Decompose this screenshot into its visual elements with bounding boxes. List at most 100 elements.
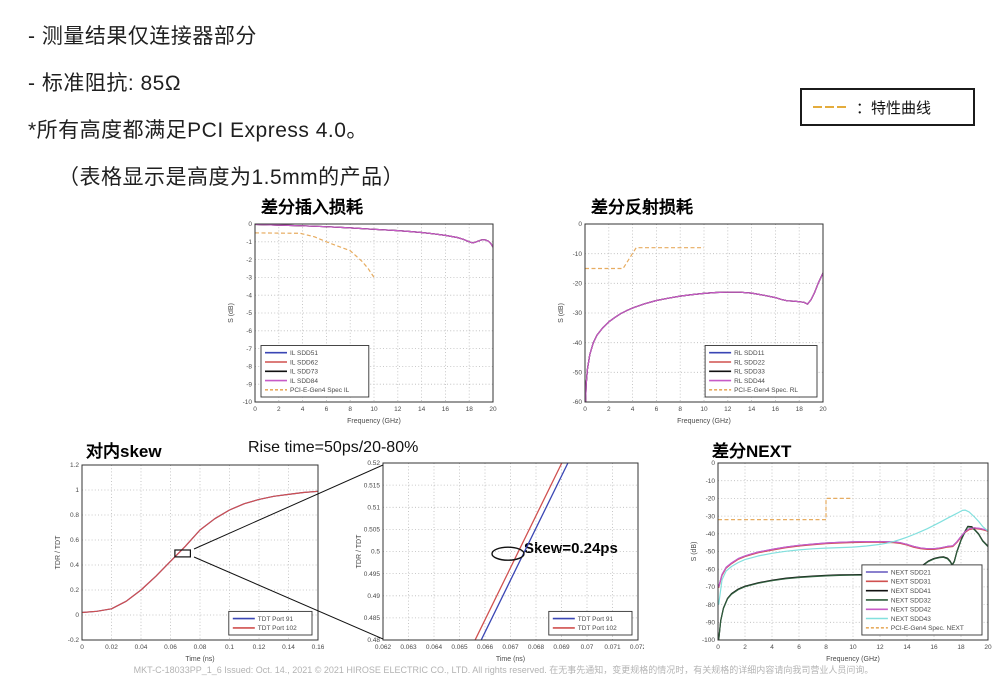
svg-text:RL SDD22: RL SDD22 (734, 359, 765, 366)
svg-text:-0.2: -0.2 (68, 637, 80, 644)
y-axis-label: S (dB) (691, 542, 698, 562)
svg-text:2: 2 (607, 406, 611, 413)
svg-text:-6: -6 (246, 328, 252, 335)
svg-text:0.07: 0.07 (581, 644, 594, 651)
svg-text:-1: -1 (246, 239, 252, 246)
series-next-sdd43 (718, 509, 989, 605)
svg-text:RL SDD33: RL SDD33 (734, 369, 765, 376)
svg-text:TDT Port 102: TDT Port 102 (578, 625, 617, 632)
svg-text:20: 20 (819, 406, 827, 413)
svg-text:8: 8 (824, 644, 828, 651)
svg-text:0.495: 0.495 (364, 571, 381, 578)
svg-text:-30: -30 (706, 513, 716, 520)
svg-text:IL SDD51: IL SDD51 (290, 350, 318, 357)
svg-text:0.04: 0.04 (135, 644, 148, 651)
svg-text:RL SDD44: RL SDD44 (734, 378, 765, 385)
svg-text:-10: -10 (243, 399, 253, 406)
axis-tick-labels: 0 0.02 0.04 0.06 0.08 0.1 0.12 0.14 0.16-0.200.2… (68, 462, 324, 651)
series-pci-e-gen4-spec-next (718, 497, 853, 521)
svg-text:0.066: 0.066 (477, 644, 494, 651)
svg-text:18: 18 (466, 406, 474, 413)
series-il-sdd84 (254, 223, 494, 248)
svg-text:-7: -7 (246, 346, 252, 353)
svg-text:-4: -4 (246, 292, 252, 299)
note-table-height: （表格显示是高度为1.5mm的产品） (58, 166, 405, 189)
chart-title-next: 差分NEXT (712, 442, 792, 461)
svg-text:14: 14 (418, 406, 426, 413)
svg-text:0.2: 0.2 (70, 587, 79, 594)
chart-legend: IL SDD51 IL SDD62 IL SDD73 IL SDD84 PCI-E-Ge… (260, 345, 370, 398)
svg-text:PCI-E-Gen4 Spec. NEXT: PCI-E-Gen4 Spec. NEXT (891, 625, 964, 632)
svg-text:-5: -5 (246, 310, 252, 317)
svg-text:-10: -10 (706, 478, 716, 485)
svg-text:14: 14 (748, 406, 756, 413)
svg-text:0.068: 0.068 (528, 644, 545, 651)
note-impedance: - 标准阻抗: 85Ω (28, 72, 182, 95)
series-rl-sdd44 (585, 272, 824, 403)
axis-tick-labels: 0 2 4 6 8 10 12 14 16 18 20 0 -10 -20 -30 -40 -50 -60 (573, 221, 827, 413)
svg-text:-2: -2 (246, 257, 252, 264)
svg-text:10: 10 (370, 406, 378, 413)
svg-text:-9: -9 (246, 381, 252, 388)
svg-text:0.072: 0.072 (630, 644, 644, 651)
note-pcie-compliance: *所有高度都满足PCI Express 4.0。 (28, 119, 368, 142)
svg-text:0.14: 0.14 (282, 644, 295, 651)
svg-text:2: 2 (277, 406, 281, 413)
svg-text:6: 6 (325, 406, 329, 413)
svg-text:NEXT SDD31: NEXT SDD31 (891, 579, 931, 586)
svg-text:0: 0 (80, 644, 84, 651)
svg-text:-50: -50 (706, 549, 716, 556)
svg-text:PCI-E-Gen4 Spec. RL: PCI-E-Gen4 Spec. RL (734, 387, 798, 394)
svg-text:0.071: 0.071 (604, 644, 621, 651)
dashed-line-icon (813, 105, 849, 109)
svg-text:4: 4 (301, 406, 305, 413)
svg-text:NEXT SDD41: NEXT SDD41 (891, 588, 931, 595)
svg-text:IL SDD62: IL SDD62 (290, 359, 318, 366)
svg-text:RL SDD11: RL SDD11 (734, 350, 765, 357)
axis-tick-labels: 0 2 4 6 8 10 12 14 16 18 20 0 -1 -2 -3 -4 -5 -6 -7 -8 -9 -10 (243, 221, 497, 413)
svg-text:NEXT SDD32: NEXT SDD32 (891, 597, 931, 604)
svg-text:-3: -3 (246, 275, 252, 282)
svg-text:-30: -30 (573, 310, 583, 317)
svg-text:1.2: 1.2 (70, 462, 79, 469)
x-axis-label: Frequency (GHz) (347, 418, 401, 425)
series-tdt-port-102 (474, 462, 563, 641)
note-measurement-scope: - 测量结果仅连接器部分 (28, 25, 257, 48)
svg-text:0.08: 0.08 (194, 644, 207, 651)
chart-legend: RL SDD11 RL SDD22 RL SDD33 RL SDD44 PCI-E-Ge… (704, 345, 818, 398)
axis-tick-labels: 0 2 4 6 8 10 12 14 16 18 20 0 -10 -20 -30 -40 -50 -60 -70 -… (702, 460, 992, 651)
svg-text:-80: -80 (706, 602, 716, 609)
svg-text:0: 0 (716, 644, 720, 651)
svg-text:TDT Port 91: TDT Port 91 (578, 616, 614, 623)
series-pci-e-gen4-spec-rl (585, 247, 704, 270)
plot-border (584, 223, 824, 403)
svg-text:0.52: 0.52 (367, 460, 380, 467)
svg-text:18: 18 (957, 644, 965, 651)
svg-text:0.067: 0.067 (502, 644, 519, 651)
svg-text:-40: -40 (706, 531, 716, 538)
svg-text:18: 18 (796, 406, 804, 413)
x-axis-label: Time (ns) (496, 656, 525, 663)
svg-text:0: 0 (75, 612, 79, 619)
svg-text:10: 10 (849, 644, 857, 651)
svg-text:-20: -20 (573, 281, 583, 288)
svg-text:-20: -20 (706, 496, 716, 503)
svg-text:-50: -50 (573, 370, 583, 377)
svg-text:0.49: 0.49 (367, 593, 380, 600)
svg-text:IL SDD84: IL SDD84 (290, 378, 318, 385)
plot-border (382, 462, 639, 641)
svg-text:6: 6 (655, 406, 659, 413)
svg-text:NEXT SDD21: NEXT SDD21 (891, 569, 931, 576)
svg-text:0.064: 0.064 (426, 644, 443, 651)
chart-legend: NEXT SDD21 NEXT SDD31 NEXT SDD41 NEXT SDD32… (861, 564, 983, 636)
svg-text:0.12: 0.12 (253, 644, 266, 651)
svg-text:0.06: 0.06 (164, 644, 177, 651)
insertion-loss-chart: 0 2 4 6 8 10 12 14 16 18 20 0 -1 -2 -3 -4 -5 -6 -7 -8 -9 -10 F… (228, 221, 497, 425)
svg-text:-8: -8 (246, 364, 252, 371)
plot-border (717, 462, 989, 641)
svg-text:IL SDD73: IL SDD73 (290, 369, 318, 376)
next-chart: 0 2 4 6 8 10 12 14 16 18 20 0 -10 -20 -30 -40 -50 -60 -70 -… (691, 460, 992, 663)
svg-text:0.5: 0.5 (371, 549, 380, 556)
svg-text:-60: -60 (706, 566, 716, 573)
series-pci-e-gen4-spec-il (254, 232, 375, 278)
